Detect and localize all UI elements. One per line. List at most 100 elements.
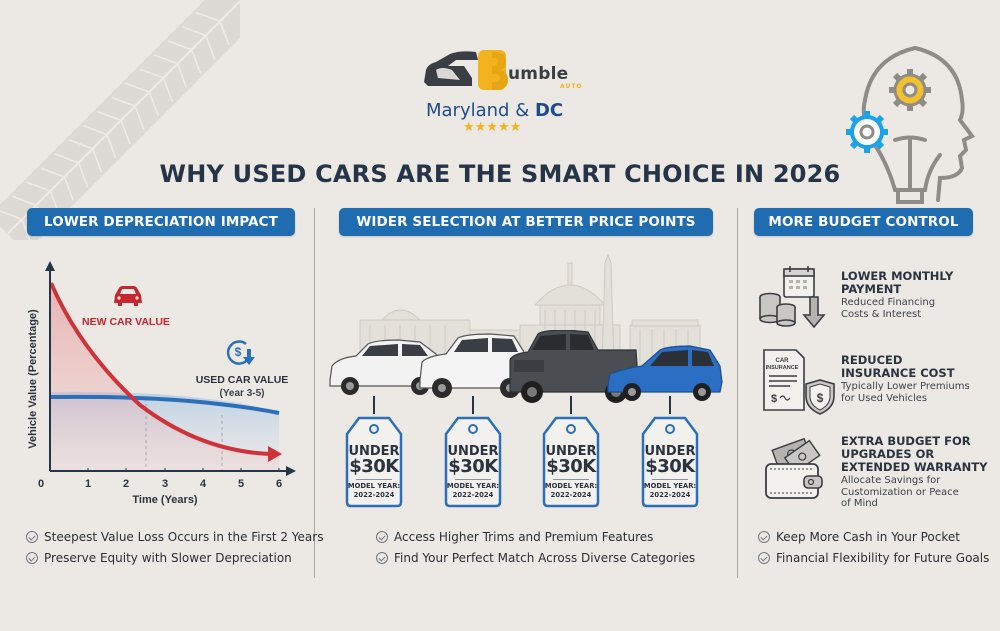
tag-price: $30K bbox=[349, 456, 399, 477]
depreciation-chart: 0 1 2 3 4 5 6 Time (Years) Vehicle Value (Perc… bbox=[27, 261, 296, 506]
region-dc: DC bbox=[534, 100, 564, 121]
item-title: LOWER MONTHLY bbox=[841, 269, 954, 283]
depreciation-bullets: Steepest Value Loss Occurs in the First … bbox=[26, 526, 323, 568]
column-divider bbox=[737, 208, 738, 578]
lower-monthly-payment-item: LOWER MONTHLY PAYMENT Reduced Financing … bbox=[841, 270, 991, 320]
check-circle-icon bbox=[376, 530, 388, 543]
brand-subtitle: AUTO bbox=[560, 83, 583, 90]
used-car-label: USED CAR VALUE bbox=[196, 374, 289, 386]
y-axis-label: Vehicle Value (Percentage) bbox=[27, 309, 39, 449]
item-subtitle: Costs & Interest bbox=[841, 308, 922, 320]
section-header-depreciation: LOWER DEPRECIATION IMPACT bbox=[27, 208, 295, 236]
item-title: EXTENDED WARRANTY bbox=[841, 460, 988, 474]
price-tag: UNDER $30K MODEL YEAR: 2022-2024 bbox=[639, 396, 701, 508]
tag-label: UNDER bbox=[447, 444, 499, 459]
item-title: EXTRA BUDGET FOR bbox=[841, 434, 971, 448]
svg-text:0: 0 bbox=[38, 478, 44, 490]
bullet-item: Financial Flexibility for Future Goals bbox=[758, 547, 989, 568]
item-title: UPGRADES OR bbox=[841, 447, 935, 461]
svg-text:3: 3 bbox=[162, 478, 168, 490]
tag-price: $30K bbox=[448, 456, 498, 477]
tag-price: $30K bbox=[645, 456, 695, 477]
page-title: WHY USED CARS ARE THE SMART CHOICE IN 20… bbox=[159, 160, 841, 188]
tag-shape-icon bbox=[641, 396, 699, 508]
bullet-item: Access Higher Trims and Premium Features bbox=[376, 526, 695, 547]
tag-shape-icon bbox=[444, 396, 502, 508]
icon-text-insurance: INSURANCE bbox=[766, 365, 799, 371]
tag-model-year-range: 2022-2024 bbox=[452, 491, 494, 499]
new-car-line bbox=[49, 282, 271, 456]
section-header-selection: WIDER SELECTION AT BETTER PRICE POINTS bbox=[339, 208, 713, 236]
tag-model-year-range: 2022-2024 bbox=[353, 491, 395, 499]
region-text: Maryland & bbox=[426, 100, 535, 121]
new-car-area bbox=[51, 283, 279, 471]
bullet-item: Find Your Perfect Match Across Diverse C… bbox=[376, 547, 695, 568]
used-car-line bbox=[50, 394, 280, 415]
item-subtitle: of Mind bbox=[841, 498, 878, 509]
insurance-document-shield-icon: CAR INSURANCE $ $ bbox=[763, 349, 835, 415]
bullet-item: Preserve Equity with Slower Depreciation bbox=[26, 547, 323, 568]
brand-name: umble bbox=[508, 64, 569, 84]
tag-divider bbox=[553, 479, 589, 480]
icon-text-car: CAR bbox=[776, 358, 790, 364]
car-logo-icon bbox=[424, 50, 508, 90]
svg-text:$: $ bbox=[235, 345, 242, 359]
new-car-label: NEW CAR VALUE bbox=[82, 316, 170, 328]
blue-hybrid-car bbox=[607, 345, 723, 401]
coins-calendar-down-arrow-icon bbox=[759, 266, 826, 329]
tag-model-year-label: MODEL YEAR: bbox=[544, 482, 598, 490]
tag-model-year-label: MODEL YEAR: bbox=[347, 482, 401, 490]
check-circle-icon bbox=[26, 551, 38, 564]
svg-text:$: $ bbox=[771, 393, 777, 405]
item-title: INSURANCE COST bbox=[841, 366, 955, 380]
bullet-text: Keep More Cash in Your Pocket bbox=[776, 529, 960, 544]
tag-label: UNDER bbox=[545, 444, 597, 459]
used-car-sublabel: (Year 3-5) bbox=[219, 388, 264, 399]
item-subtitle: Allocate Savings for bbox=[841, 475, 941, 486]
new-car-arrowhead bbox=[268, 446, 282, 462]
head-lightbulb-gears-icon bbox=[846, 45, 976, 204]
check-circle-icon bbox=[758, 530, 770, 543]
bullet-item: Keep More Cash in Your Pocket bbox=[758, 526, 989, 547]
price-tag: UNDER $30K MODEL YEAR: 2022-2024 bbox=[540, 396, 602, 508]
tag-shape-icon bbox=[542, 396, 600, 508]
tag-model-year: MODEL YEAR: 2022-2024 bbox=[343, 482, 405, 500]
tag-divider bbox=[652, 479, 688, 480]
bullet-text: Preserve Equity with Slower Depreciation bbox=[44, 550, 292, 565]
tag-divider bbox=[356, 479, 392, 480]
item-title: REDUCED bbox=[841, 353, 903, 367]
brand-region: Maryland & DC bbox=[426, 100, 563, 121]
white-sedan-car bbox=[329, 339, 441, 395]
tag-model-year-range: 2022-2024 bbox=[550, 491, 592, 499]
svg-text:5: 5 bbox=[238, 478, 244, 490]
tag-divider bbox=[455, 479, 491, 480]
tag-model-year-range: 2022-2024 bbox=[649, 491, 691, 499]
column-divider bbox=[314, 208, 315, 578]
reduced-insurance-cost-item: REDUCED INSURANCE COST Typically Lower P… bbox=[841, 354, 991, 404]
tag-price: $30K bbox=[546, 456, 596, 477]
check-circle-icon bbox=[376, 551, 388, 564]
tag-label: UNDER bbox=[348, 444, 400, 459]
svg-text:6: 6 bbox=[276, 478, 282, 490]
item-subtitle: for Used Vehicles bbox=[841, 392, 928, 404]
section-header-budget: MORE BUDGET CONTROL bbox=[754, 208, 973, 236]
price-tag: UNDER $30K MODEL YEAR: 2022-2024 bbox=[343, 396, 405, 508]
car-icon bbox=[114, 286, 142, 306]
item-subtitle: Customization or Peace bbox=[841, 486, 959, 498]
wallet-cash-icon bbox=[765, 438, 823, 499]
bullet-text: Steepest Value Loss Occurs in the First … bbox=[44, 529, 324, 544]
used-cars-lineup bbox=[329, 330, 723, 403]
x-tick-labels: 0 1 2 3 4 5 6 bbox=[38, 478, 282, 490]
extra-budget-item: EXTRA BUDGET FOR UPGRADES OR EXTENDED WA… bbox=[841, 435, 991, 510]
brand-logo[interactable]: umble AUTO Maryland & DC ★★★★★ bbox=[420, 42, 590, 142]
check-circle-icon bbox=[26, 530, 38, 543]
bullet-text: Financial Flexibility for Future Goals bbox=[776, 550, 990, 565]
dollar-down-icon: $ bbox=[226, 340, 255, 365]
tag-model-year-label: MODEL YEAR: bbox=[643, 482, 697, 490]
item-subtitle: Typically Lower Premiums bbox=[841, 381, 970, 392]
bullet-text: Find Your Perfect Match Across Diverse C… bbox=[394, 550, 696, 565]
svg-text:2: 2 bbox=[123, 478, 129, 490]
check-circle-icon bbox=[758, 551, 770, 564]
budget-bullets: Keep More Cash in Your Pocket Financial … bbox=[758, 526, 989, 568]
svg-text:1: 1 bbox=[85, 478, 91, 490]
